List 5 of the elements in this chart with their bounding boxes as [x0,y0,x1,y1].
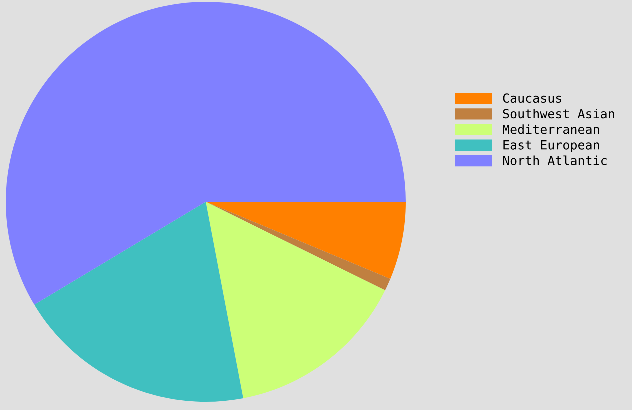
legend-label: Caucasus [503,94,562,104]
legend-label: Mediterranean [503,124,600,134]
legend-label: East European [504,140,600,152]
legend-label: North Atlantic [503,156,607,166]
legend-label: Southwest Asian [503,108,614,119]
